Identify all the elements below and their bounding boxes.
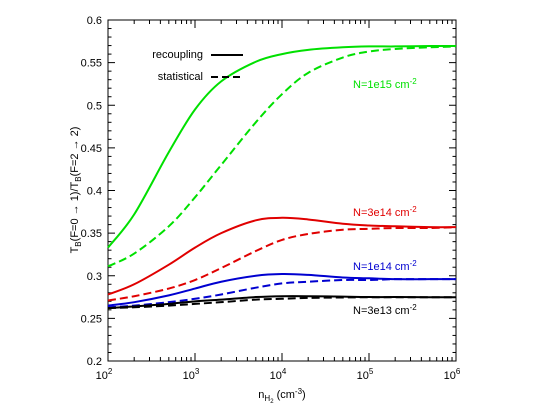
series-layer xyxy=(107,44,457,310)
series-0-recoupling-line xyxy=(107,44,457,249)
y-tick-label: 0.55 xyxy=(81,58,102,70)
series-2-statistical-line xyxy=(107,278,456,309)
series-label-3e14: N=3e14 cm-2 xyxy=(353,205,417,219)
y-tick-label: 0.25 xyxy=(81,313,102,325)
y-tick-label: 0.4 xyxy=(87,186,102,198)
series-1-statistical-line xyxy=(107,226,457,302)
x-tick-label: 103 xyxy=(183,367,200,382)
legend-label-recoupling: recoupling xyxy=(152,49,203,61)
x-tick-label: 102 xyxy=(96,367,113,382)
series-label-1e14: N=1e14 cm-2 xyxy=(353,259,417,273)
legend: recoupling statistical xyxy=(152,49,243,83)
legend-label-statistical: statistical xyxy=(158,71,203,83)
series-3-statistical-line xyxy=(107,296,456,310)
x-tick-label: 104 xyxy=(270,367,287,382)
y-tick-label: 0.45 xyxy=(81,143,102,155)
series-label-1e15: N=1e15 cm-2 xyxy=(353,77,417,91)
y-tick-label: 0.2 xyxy=(87,356,102,368)
y-tick-label: 0.3 xyxy=(87,271,102,283)
series-1-recoupling-line xyxy=(107,216,457,296)
y-axis-label: TB(F=0 → 1)/TB(F=2 → 2) xyxy=(69,127,83,254)
x-tick-label: 106 xyxy=(444,367,461,382)
x-axis-label: nH2 (cm-3) xyxy=(258,387,305,405)
series-0-statistical-line xyxy=(107,45,457,268)
y-tick-label: 0.6 xyxy=(87,15,102,27)
y-tick-label: 0.35 xyxy=(81,228,102,240)
y-tick-label: 0.5 xyxy=(87,100,102,112)
series-3-recoupling-line xyxy=(107,295,457,310)
series-label-3e13: N=3e13 cm-2 xyxy=(353,303,417,317)
x-tick-label: 105 xyxy=(357,367,374,382)
axis-ticks: 0.2 0.25 0.3 0.35 0.4 0.45 0.5 0.55 0.6 102 103 104… xyxy=(81,15,461,382)
